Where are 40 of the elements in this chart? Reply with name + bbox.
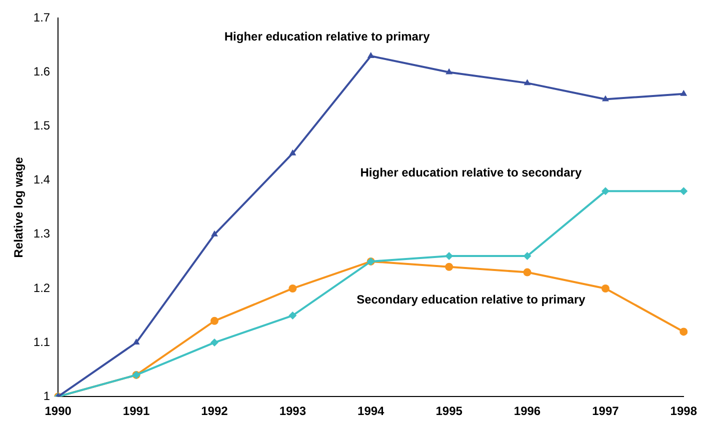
point xyxy=(132,338,140,345)
point xyxy=(446,68,453,74)
point xyxy=(523,268,532,276)
x-tick-label: 1998 xyxy=(670,404,698,418)
point xyxy=(680,90,688,96)
x-tick-label: 1990 xyxy=(44,404,72,418)
text: Higher education relative to primary xyxy=(224,29,430,44)
x-tick-label: 1991 xyxy=(122,404,150,418)
y-tick-label: 1.6 xyxy=(33,64,50,79)
point xyxy=(524,79,531,86)
x-tick-label: 1994 xyxy=(358,404,385,418)
point xyxy=(601,187,610,196)
point xyxy=(288,312,297,320)
point xyxy=(680,187,688,196)
x-tick-label: 1997 xyxy=(592,404,620,418)
series-label: Higher education relative to secondary xyxy=(360,166,582,180)
point xyxy=(680,328,688,336)
point xyxy=(210,338,218,347)
y-tick-label: 1.5 xyxy=(33,118,50,133)
x-tick-label: 1992 xyxy=(201,404,228,418)
y-tick-label: 1.3 xyxy=(33,226,50,241)
y-tick-label: 1.1 xyxy=(33,334,50,349)
x-tick-label: 1995 xyxy=(436,404,463,418)
point xyxy=(523,252,532,260)
point xyxy=(445,262,454,271)
y-tick-label: 1.2 xyxy=(33,280,50,295)
series-label: Secondary education relative to primary xyxy=(356,292,586,306)
y-tick-label: 1.4 xyxy=(33,172,50,187)
y-axis-title: Relative log wage xyxy=(12,156,26,258)
point xyxy=(288,284,297,292)
point xyxy=(602,95,609,102)
x-tick-label: 1996 xyxy=(514,404,541,418)
point xyxy=(601,284,610,292)
point xyxy=(210,316,218,325)
point xyxy=(367,52,374,58)
y-tick-label: 1.7 xyxy=(33,10,50,25)
x-tick-label: 1993 xyxy=(279,404,306,418)
y-tick-label: 1 xyxy=(43,388,50,403)
point xyxy=(289,149,296,156)
point xyxy=(211,230,218,236)
